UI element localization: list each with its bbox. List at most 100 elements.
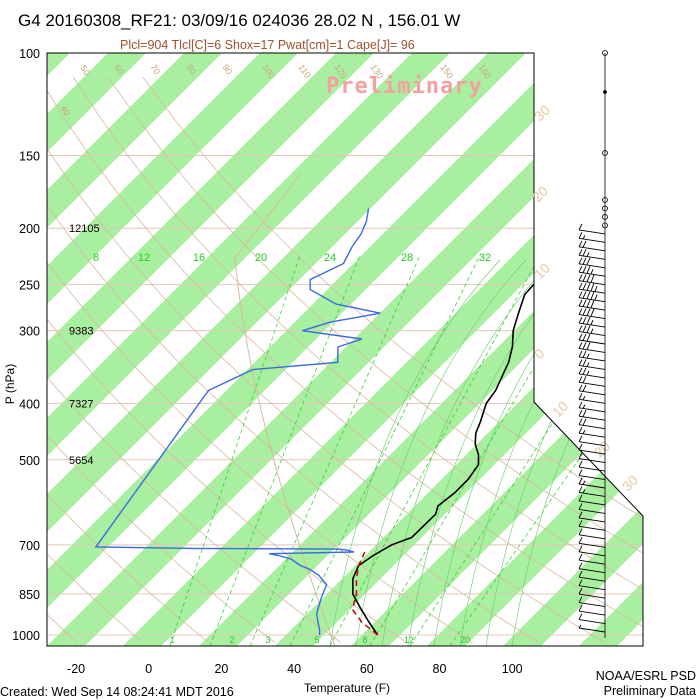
barb-feather (578, 316, 583, 324)
mixing-ratio-label: 20 (255, 252, 267, 264)
chart-title: G4 20160308_RF21: 03/09/16 024036 28.02 … (18, 11, 460, 30)
wind-barb (578, 246, 606, 252)
theta-label: 40 (58, 103, 72, 117)
chart-subtitle: Plcl=904 Tlcl[C]=6 Shox=17 Pwat[cm]=1 Ca… (120, 38, 415, 52)
barb-feather (582, 274, 587, 282)
mixing-ratio-line (169, 254, 301, 646)
wind-barb (578, 517, 606, 523)
x-tick-label: 80 (433, 662, 447, 676)
wind-barb (578, 364, 606, 370)
barb-feather (582, 418, 587, 426)
wind-barb (578, 288, 606, 294)
thetae-label: 0 (531, 345, 548, 362)
wind-barb (578, 542, 606, 548)
thetae-label: 10 (549, 398, 571, 420)
wind-barb (578, 339, 606, 345)
x-axis-title: Temperature (F) (304, 681, 390, 695)
theta-label: 70 (148, 62, 162, 76)
mixing-ratio-bottom-label: 2 (229, 635, 234, 645)
barb-half-feather (582, 235, 586, 240)
barb-feather (578, 613, 583, 620)
calm-marker (602, 150, 608, 156)
barb-feather (578, 257, 583, 264)
barb-half-feather (586, 370, 590, 376)
mixing-ratio-label: 28 (401, 252, 413, 264)
moist-band (47, 53, 298, 646)
barb-feather (578, 469, 583, 476)
barb-feather (582, 282, 587, 290)
grid-lines (0, 53, 643, 646)
barb-feather (590, 291, 595, 300)
dry-adiabat-line (0, 77, 11, 642)
thetae-label: 30 (619, 472, 641, 494)
barb-feather (578, 460, 583, 468)
height-label: 9383 (69, 326, 93, 338)
wind-barb (578, 449, 606, 455)
barb-feather (586, 333, 591, 342)
barb-feather (586, 299, 591, 308)
mixing-ratio-bottom-label: 8 (362, 635, 367, 645)
dry-adiabat-line (47, 76, 276, 643)
mixing-ratio-label: 32 (479, 252, 491, 264)
barb-half-feather (586, 252, 590, 257)
mixing-ratio-bottom-label: 20 (460, 635, 470, 645)
theta-label: 60 (112, 62, 126, 76)
dry-adiabat-line (47, 76, 643, 643)
mixing-ratio-label: 24 (324, 252, 336, 264)
barb-feather (578, 587, 583, 595)
barb-half-feather (590, 319, 594, 326)
dry-adiabat-line (47, 76, 210, 643)
barb-feather (578, 537, 583, 544)
barb-feather (578, 282, 583, 290)
barb-feather (578, 350, 583, 358)
barb-feather (578, 570, 583, 578)
dry-adiabat-line (107, 76, 643, 643)
barb-feather (590, 274, 595, 283)
barb-feather (578, 596, 583, 603)
barb-half-feather (586, 362, 590, 367)
mixing-ratio-bottom-label: 12 (404, 635, 414, 645)
barb-feather (582, 384, 587, 392)
height-label: 5654 (69, 455, 93, 467)
theta-label: 50 (78, 63, 92, 77)
barb-half-feather (582, 396, 586, 401)
barb-feather (578, 384, 583, 392)
barb-feather (578, 240, 583, 248)
barb-feather (578, 333, 583, 341)
wind-barb (578, 407, 606, 413)
wind-barb (578, 237, 606, 243)
y-axis-title: P (hPa) (3, 364, 17, 404)
barb-feather (578, 435, 583, 442)
barb-feather (582, 249, 587, 257)
status-label: Preliminary Data (604, 684, 696, 698)
barb-feather (578, 308, 583, 315)
wind-barb (578, 619, 606, 624)
barb-feather (578, 545, 583, 552)
moist-band (351, 53, 643, 646)
reference-curve (234, 174, 336, 646)
x-tick-label: 20 (214, 662, 228, 676)
wind-barb (578, 331, 606, 336)
calm-marker (602, 197, 608, 203)
barb-feather (586, 291, 591, 300)
wind-barb (578, 627, 606, 633)
moist-band (47, 53, 643, 646)
barb-feather (582, 325, 587, 333)
moist-band (47, 53, 374, 646)
wind-barb (578, 381, 606, 387)
barb-feather (582, 367, 587, 375)
moist-band (47, 53, 222, 646)
dewpoint-profile-line (94, 208, 381, 635)
barb-feather (578, 266, 583, 273)
wind-barb (578, 373, 606, 379)
y-tick-label: 400 (19, 397, 40, 411)
barb-half-feather (578, 624, 582, 629)
mixing-ratio-line (289, 254, 481, 646)
y-tick-label: 150 (19, 149, 40, 163)
barb-feather (582, 257, 587, 265)
barb-feather (578, 299, 583, 307)
wind-barb (578, 229, 606, 235)
wind-barb (578, 559, 606, 565)
barb-feather (578, 393, 583, 400)
